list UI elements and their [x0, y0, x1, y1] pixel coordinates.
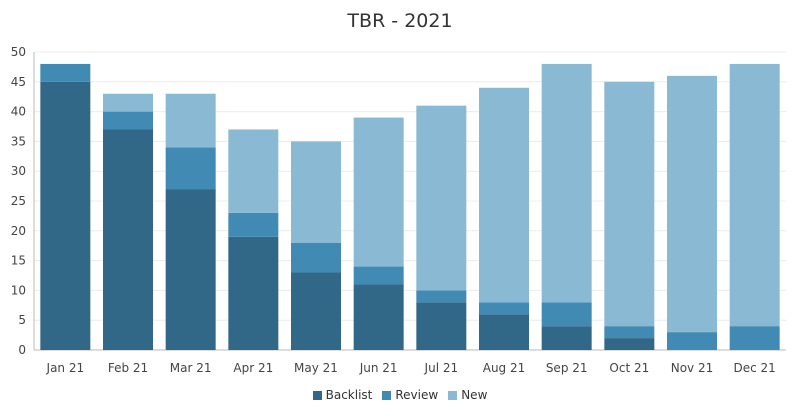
- bar-review-dec-21: [729, 326, 780, 350]
- legend-label: New: [461, 388, 488, 402]
- bar-review-aug-21: [479, 302, 529, 315]
- bar-backlist-mar-21: [165, 189, 216, 350]
- bar-review-jul-21: [416, 290, 467, 303]
- legend: Backlist Review New: [0, 388, 800, 402]
- x-tick-label: Jul 21: [424, 361, 459, 375]
- y-tick-label: 20: [11, 224, 26, 238]
- x-tick-label: Mar 21: [170, 361, 212, 375]
- x-tick-label: Oct 21: [609, 361, 649, 375]
- bar-new-dec-21: [729, 63, 780, 327]
- bar-new-jul-21: [416, 105, 467, 291]
- y-tick-label: 15: [11, 254, 26, 268]
- bar-review-sep-21: [541, 302, 592, 327]
- bar-review-nov-21: [667, 332, 717, 350]
- y-tick-label: 40: [11, 105, 26, 119]
- bar-new-sep-21: [541, 63, 592, 303]
- x-tick-label: Aug 21: [483, 361, 526, 375]
- bar-review-jun-21: [353, 266, 404, 285]
- y-tick-label: 35: [11, 134, 26, 148]
- y-tick-label: 45: [11, 75, 26, 89]
- bar-new-mar-21: [165, 93, 216, 148]
- bar-new-feb-21: [103, 93, 153, 112]
- x-tick-label: Jan 21: [46, 361, 85, 375]
- bar-backlist-oct-21: [604, 338, 655, 350]
- bar-backlist-may-21: [291, 272, 341, 350]
- bar-new-jun-21: [353, 117, 404, 267]
- y-tick-label: 0: [18, 343, 26, 357]
- legend-item-review[interactable]: Review: [382, 388, 438, 402]
- x-tick-label: Dec 21: [734, 361, 776, 375]
- x-tick-label: Nov 21: [671, 361, 714, 375]
- legend-swatch: [382, 390, 392, 400]
- x-tick-label: Jun 21: [359, 361, 398, 375]
- bar-backlist-jun-21: [353, 284, 404, 350]
- x-tick-label: Feb 21: [108, 361, 148, 375]
- chart-title: TBR - 2021: [347, 10, 453, 32]
- y-tick-label: 5: [18, 313, 26, 327]
- legend-swatch: [448, 390, 458, 400]
- x-tick-label: May 21: [294, 361, 338, 375]
- bar-review-feb-21: [103, 111, 153, 130]
- bar-backlist-jul-21: [416, 302, 467, 350]
- bar-new-apr-21: [228, 129, 279, 213]
- y-tick-label: 10: [11, 283, 26, 297]
- legend-label: Backlist: [325, 388, 373, 402]
- legend-item-new[interactable]: New: [448, 388, 487, 402]
- bar-new-may-21: [291, 141, 341, 243]
- bar-new-aug-21: [479, 87, 529, 303]
- bar-review-may-21: [291, 242, 341, 273]
- legend-item-backlist[interactable]: Backlist: [312, 388, 373, 402]
- legend-label: Review: [395, 388, 439, 402]
- bar-new-oct-21: [604, 81, 655, 327]
- bar-review-mar-21: [165, 147, 216, 190]
- y-tick-label: 25: [11, 194, 26, 208]
- x-tick-label: Sep 21: [546, 361, 588, 375]
- bar-backlist-apr-21: [228, 236, 279, 350]
- x-tick-label: Apr 21: [233, 361, 273, 375]
- legend-swatch: [312, 390, 322, 400]
- y-tick-label: 30: [11, 164, 26, 178]
- bar-backlist-aug-21: [479, 314, 529, 350]
- bar-new-nov-21: [667, 75, 717, 333]
- bar-backlist-sep-21: [541, 326, 592, 350]
- bar-backlist-jan-21: [40, 81, 91, 351]
- bar-backlist-feb-21: [103, 129, 153, 350]
- y-tick-label: 50: [11, 45, 26, 59]
- bar-review-oct-21: [604, 326, 655, 339]
- bar-review-jan-21: [40, 63, 91, 82]
- bar-review-apr-21: [228, 212, 279, 237]
